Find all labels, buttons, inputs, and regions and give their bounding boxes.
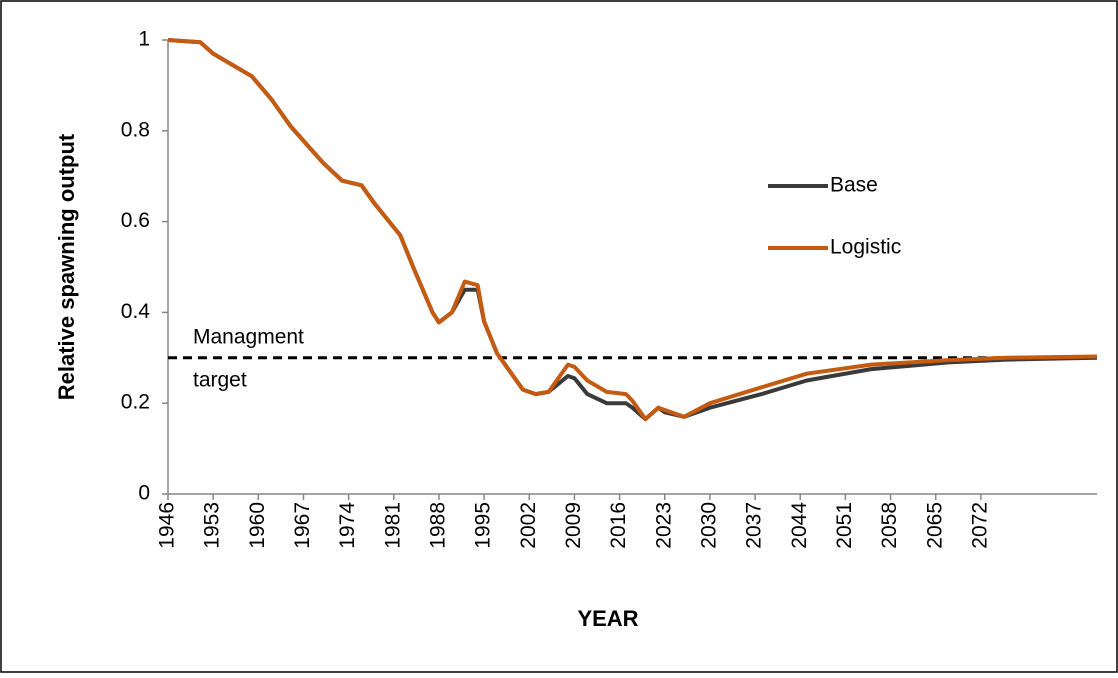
x-tick-label: 1974 [336,502,359,549]
y-tick-label: 0.8 [121,118,150,141]
data-line [167,38,1098,422]
x-tick-label: 1995 [472,502,495,549]
x-tick-label: 1953 [201,502,224,549]
y-tick-label: 0 [138,482,150,505]
y-axis-title: Relative spawning output [54,133,79,400]
annotation: target [193,369,247,392]
x-tick-label: 2037 [743,502,766,549]
x-tick-label: 2058 [878,502,901,549]
x-tick-label: 2072 [968,502,991,549]
x-tick-label: 1946 [156,502,179,549]
x-tick-label: 2002 [517,502,540,549]
x-tick-label: 1981 [381,502,404,549]
x-tick-label: 2016 [607,502,630,549]
x-tick-label: 2023 [652,502,675,549]
y-tick-label: 0.4 [121,300,151,323]
x-tick-label: 2065 [923,502,946,549]
x-tick-label: 2044 [788,502,811,549]
x-tick-label: 1960 [246,502,269,549]
x-tick-label: 1988 [427,502,450,549]
x-tick-label: 2009 [562,502,585,549]
x-axis-title: YEAR [577,606,638,631]
legend-label: Base [830,174,878,197]
data-line [167,38,1098,422]
y-tick-label: 0.6 [121,209,150,232]
legend-label: Logistic [830,236,901,259]
annotation: Managment [193,326,304,349]
x-tick-label: 1967 [291,502,314,549]
x-tick-label: 2051 [833,502,856,549]
y-tick-label: 1 [138,28,150,51]
x-tick-label: 2030 [697,502,720,549]
y-tick-label: 0.2 [121,391,150,414]
